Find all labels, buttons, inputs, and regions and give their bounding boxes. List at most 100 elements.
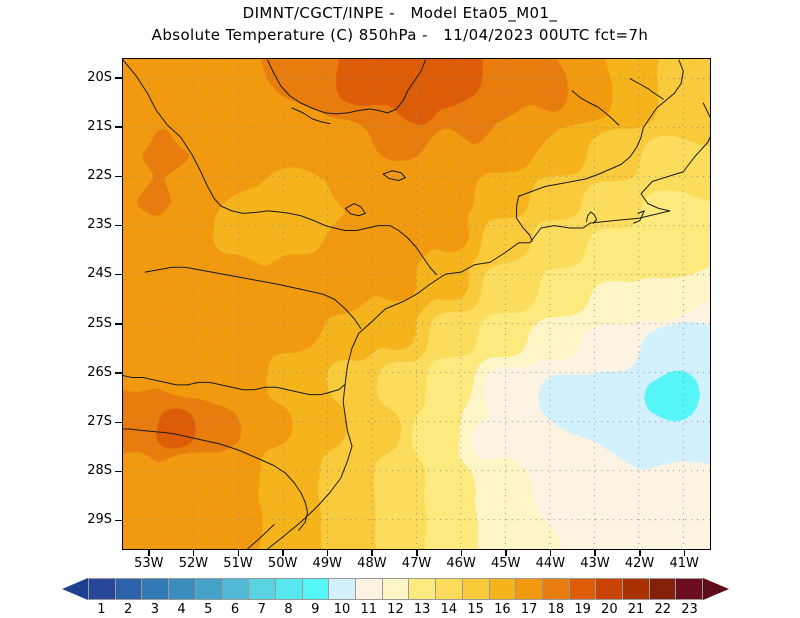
x-axis-tick-51W: 51W bbox=[223, 556, 253, 571]
colorbar-label-23: 23 bbox=[681, 602, 698, 617]
colorbar-swatch-23 bbox=[675, 578, 704, 600]
colorbar-label-9: 9 bbox=[311, 602, 320, 617]
colorbar-label-20: 20 bbox=[601, 602, 618, 617]
colorbar-swatch-5 bbox=[194, 578, 222, 600]
colorbar-swatch-19 bbox=[568, 578, 596, 600]
colorbar-label-15: 15 bbox=[467, 602, 484, 617]
border-sp-mg bbox=[267, 210, 438, 276]
y-axis-tick-21S: 21S bbox=[87, 118, 112, 134]
x-axis-tick-43W: 43W bbox=[580, 556, 610, 571]
river-mg-east bbox=[571, 90, 620, 126]
y-axis-tickmark bbox=[115, 77, 122, 79]
x-axis-tick-52W: 52W bbox=[178, 556, 209, 571]
map-plot-area bbox=[122, 58, 711, 550]
x-axis-tick-41W: 41W bbox=[669, 556, 699, 571]
x-axis-tickmark bbox=[148, 550, 150, 556]
river-doce bbox=[629, 78, 664, 100]
y-axis-tickmark bbox=[115, 126, 122, 128]
coastline-cabo-frio bbox=[633, 210, 645, 224]
border-sc-rs bbox=[123, 428, 309, 531]
x-axis-tick-50W: 50W bbox=[267, 556, 298, 571]
border-mg-rj bbox=[518, 127, 644, 197]
x-axis-tick-42W: 42W bbox=[624, 556, 655, 571]
gridlines bbox=[123, 59, 710, 549]
colorbar-swatch-14 bbox=[435, 578, 462, 600]
reservoir-sp-interior bbox=[344, 203, 366, 217]
x-axis-tick-44W: 44W bbox=[535, 556, 566, 571]
x-axis-tickmark bbox=[594, 550, 596, 556]
x-axis-tickmark bbox=[683, 550, 686, 556]
border-pr-sc bbox=[123, 374, 345, 396]
y-axis-tick-29S: 29S bbox=[87, 512, 112, 528]
colorbar-label-6: 6 bbox=[230, 602, 240, 617]
x-axis-tick-47W: 47W bbox=[401, 556, 432, 571]
y-axis-tick-22S: 22S bbox=[87, 168, 112, 184]
y-axis-tick-25S: 25S bbox=[87, 315, 112, 331]
y-axis-tickmark bbox=[115, 470, 122, 473]
reservoir-sp-north bbox=[382, 170, 406, 182]
border-sp-pr bbox=[144, 266, 362, 329]
x-axis-tickmark bbox=[192, 550, 195, 556]
colorbar-swatch-15 bbox=[461, 578, 489, 600]
colorbar-swatch-20 bbox=[595, 578, 623, 600]
x-axis-tickmark bbox=[371, 550, 373, 556]
colorbar-swatch-3 bbox=[141, 578, 169, 600]
colorbar-label-7: 7 bbox=[257, 602, 266, 617]
y-axis-tick-27S: 27S bbox=[87, 414, 112, 430]
map-overlay-layer bbox=[123, 59, 710, 549]
colorbar-swatch-22 bbox=[648, 578, 676, 600]
colorbar-label-11: 11 bbox=[360, 602, 377, 617]
colorbar-label-21: 21 bbox=[627, 602, 645, 617]
y-axis-tick-23S: 23S bbox=[87, 217, 112, 233]
colorbar-label-8: 8 bbox=[284, 602, 293, 617]
colorbar-swatch-7 bbox=[248, 578, 275, 600]
colorbar-swatch-10 bbox=[328, 578, 356, 600]
x-axis-tickmark bbox=[549, 550, 552, 556]
colorbar-swatch-8 bbox=[274, 578, 302, 600]
colorbar-swatch-2 bbox=[114, 578, 142, 600]
x-axis-tick-45W: 45W bbox=[491, 556, 521, 571]
y-axis-tick-20S: 20S bbox=[87, 69, 112, 85]
x-axis-tickmark bbox=[282, 550, 284, 556]
border-ms-sp-paranapanema bbox=[123, 59, 269, 214]
x-axis-tick-53W: 53W bbox=[134, 556, 164, 571]
lagoon-south bbox=[246, 524, 275, 549]
chart-title-block: DIMNT/CGCT/INPE - Model Eta05_M01_ Absol… bbox=[0, 4, 800, 44]
colorbar-swatches bbox=[88, 578, 704, 600]
colorbar-label-12: 12 bbox=[387, 602, 404, 617]
colorbar-swatch-11 bbox=[355, 578, 382, 600]
colorbar-label-1: 1 bbox=[97, 602, 106, 617]
x-axis-tick-48W: 48W bbox=[357, 556, 387, 571]
y-axis-tick-26S: 26S bbox=[87, 364, 112, 380]
coastlines-and-borders bbox=[123, 59, 710, 549]
colorbar-swatch-12 bbox=[381, 578, 409, 600]
colorbar-label-17: 17 bbox=[520, 602, 538, 617]
y-axis-tickmark bbox=[115, 224, 122, 227]
colorbar-label-13: 13 bbox=[413, 602, 431, 617]
colorbar-swatch-13 bbox=[408, 578, 436, 600]
x-axis-tickmark bbox=[416, 550, 418, 556]
colorbar-swatch-18 bbox=[541, 578, 569, 600]
border-rj-sp bbox=[516, 195, 533, 242]
colorbar-legend: 1 2 3 4 5 6 7 8 9 10 11 12 13 14 15 16 17 18 19 20 21 22 23 bbox=[0, 576, 800, 618]
chart-title-line-1: DIMNT/CGCT/INPE - Model Eta05_M01_ bbox=[242, 4, 558, 22]
colorbar-label-4: 4 bbox=[177, 602, 186, 617]
colorbar-label-5: 5 bbox=[204, 602, 213, 617]
x-axis-tickmark bbox=[326, 550, 329, 556]
colorbar-label-18: 18 bbox=[547, 602, 565, 617]
x-axis-tick-46W: 46W bbox=[446, 556, 476, 571]
colorbar-label-14: 14 bbox=[440, 602, 458, 617]
chart-title-line-2: Absolute Temperature (C) 850hPa - 11/04/… bbox=[151, 26, 649, 44]
colorbar-tick-labels: 1 2 3 4 5 6 7 8 9 10 11 12 13 14 15 16 17 18 19 20 21 22 23 bbox=[88, 601, 703, 618]
coastline-guanabara-bay bbox=[585, 211, 598, 224]
colorbar-label-19: 19 bbox=[574, 602, 591, 617]
x-axis-tickmark bbox=[460, 550, 463, 556]
colorbar-label-10: 10 bbox=[333, 602, 351, 617]
y-axis-tick-28S: 28S bbox=[87, 463, 112, 479]
border-mg-es bbox=[642, 59, 684, 129]
y-axis-tickmark bbox=[115, 175, 122, 178]
colorbar-under-arrow-icon bbox=[62, 578, 88, 600]
river-tiete bbox=[291, 107, 331, 125]
colorbar-label-22: 22 bbox=[654, 602, 672, 617]
